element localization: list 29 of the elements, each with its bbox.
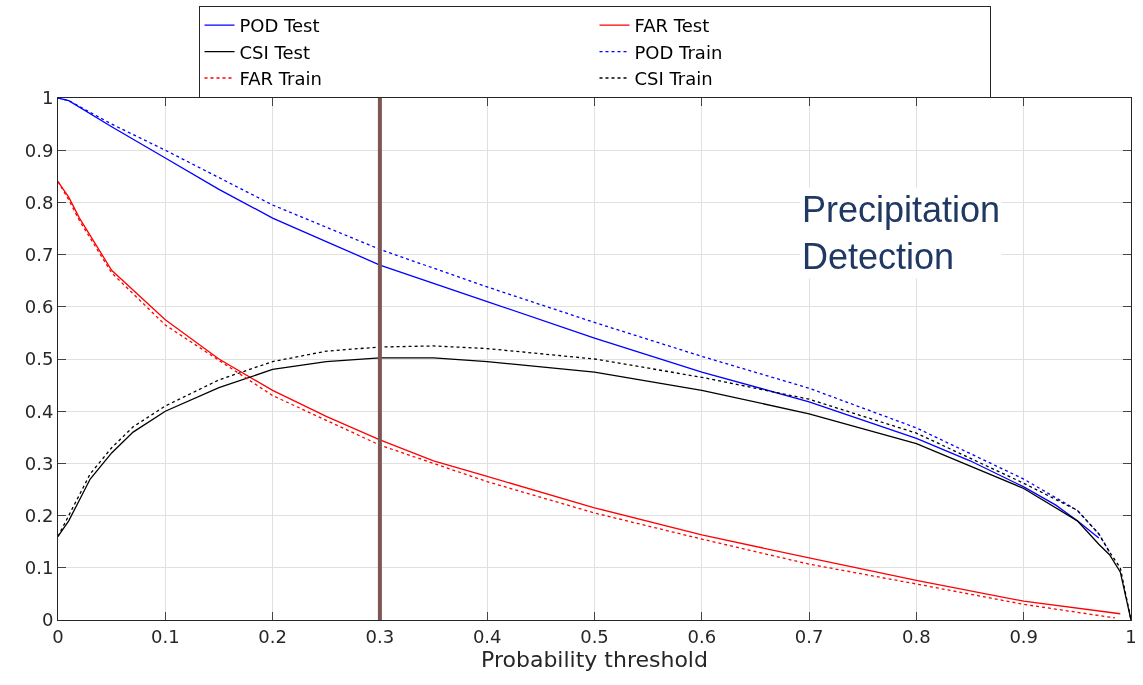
legend-label: FAR Train bbox=[239, 68, 322, 90]
y-tick-label: 0.2 bbox=[24, 504, 54, 526]
legend-label: CSI Train bbox=[634, 68, 713, 90]
legend-label: POD Train bbox=[634, 41, 723, 63]
y-tick-label: 0.5 bbox=[24, 348, 54, 370]
x-tick-label: 0.4 bbox=[472, 625, 502, 647]
x-tick-label: 0.8 bbox=[902, 625, 931, 647]
x-tick-label: 0.9 bbox=[1009, 625, 1039, 647]
x-tick-label: 1 bbox=[1125, 625, 1137, 647]
y-tick-label: 0.3 bbox=[24, 452, 54, 474]
y-tick-label: 0 bbox=[41, 609, 54, 631]
x-tick-label: 0.6 bbox=[687, 625, 717, 647]
x-axis-title: Probability threshold bbox=[481, 647, 708, 673]
x-tick-label: 0.3 bbox=[365, 625, 395, 647]
annotation: Precipitation Detection bbox=[802, 189, 1001, 277]
y-tick-label: 0.9 bbox=[24, 139, 54, 161]
x-tick-label: 0.7 bbox=[794, 625, 824, 647]
x-tick-label: 0.2 bbox=[258, 625, 287, 647]
legend-label: CSI Test bbox=[239, 41, 310, 63]
legend-label: POD Test bbox=[239, 15, 320, 37]
x-tick-label: 0.5 bbox=[580, 625, 609, 647]
y-tick-label: 1 bbox=[41, 87, 54, 109]
y-tick-label: 0.7 bbox=[24, 243, 54, 265]
y-tick-label: 0.6 bbox=[24, 296, 54, 318]
y-tick-label: 0.1 bbox=[24, 557, 54, 579]
x-tick-label: 0.1 bbox=[150, 625, 180, 647]
y-tick-label: 0.4 bbox=[24, 400, 54, 422]
y-tick-label: 0.8 bbox=[24, 191, 54, 213]
legend-label: FAR Test bbox=[634, 15, 710, 37]
